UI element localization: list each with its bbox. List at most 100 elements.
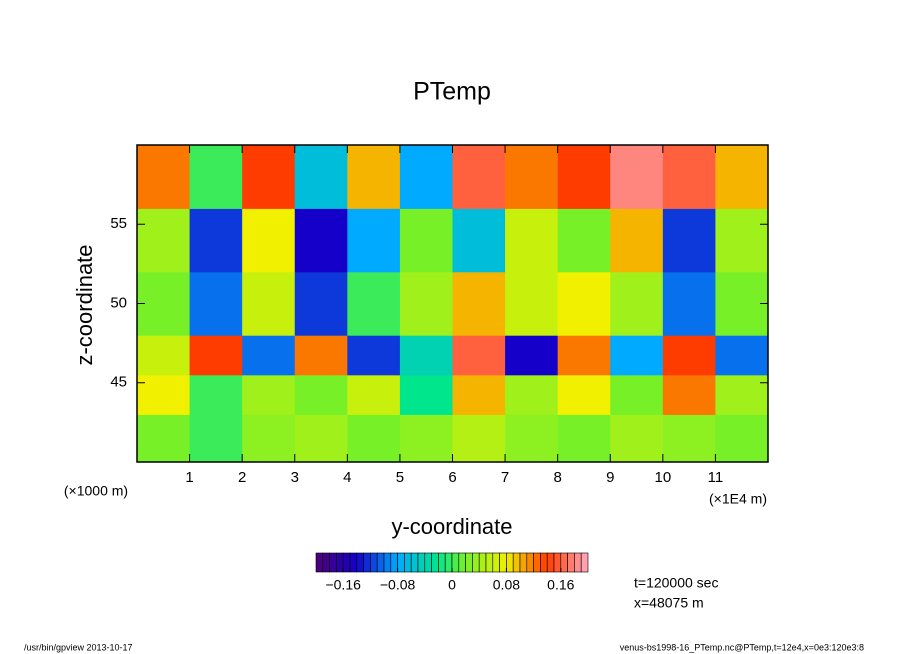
heatmap-cell xyxy=(242,374,296,415)
footer: venus-bs1998-16_PTemp.nc@PTemp,t=12e4,x=… xyxy=(620,642,864,652)
heatmap-cell xyxy=(557,271,611,336)
colorbar-tick-label: 0.16 xyxy=(547,577,574,593)
heatmap-cell xyxy=(610,145,664,209)
heatmap-cell xyxy=(715,271,769,336)
heatmap-cell xyxy=(557,414,611,463)
heatmap-cell xyxy=(399,208,453,273)
colorbar-swatch xyxy=(472,552,480,573)
annotation: t=120000 sec xyxy=(634,575,718,591)
heatmap-cell xyxy=(347,208,401,273)
heatmap-cell xyxy=(189,145,243,209)
x-tick-label: 9 xyxy=(606,469,614,486)
heatmap-cell xyxy=(505,208,559,273)
heatmap-cell xyxy=(347,271,401,336)
heatmap-cell xyxy=(242,335,296,376)
heatmap-cell xyxy=(610,414,664,463)
colorbar-swatch xyxy=(376,552,385,573)
heatmap-cell xyxy=(557,208,611,273)
x-tick-label: 8 xyxy=(553,469,561,486)
heatmap-cell xyxy=(347,414,401,463)
heatmap-cell xyxy=(452,145,506,209)
x-tick-label: 6 xyxy=(448,469,456,486)
heatmap-cell xyxy=(399,414,453,463)
x-tick-label: 3 xyxy=(291,469,299,486)
x-tick-label: 1 xyxy=(185,469,193,486)
colorbar-swatch xyxy=(336,552,344,573)
colorbar-swatch xyxy=(553,552,562,573)
heatmap-cell xyxy=(662,414,716,463)
heatmap-cell xyxy=(452,374,506,415)
heatmap-cell xyxy=(242,208,296,273)
x-axis-label: y-coordinate xyxy=(391,514,512,539)
chart-title: PTemp xyxy=(413,78,491,106)
heatmap-cell xyxy=(557,335,611,376)
heatmap-cell xyxy=(505,374,559,415)
colorbar-swatch xyxy=(356,552,364,573)
colorbar-swatch xyxy=(485,552,494,573)
colorbar-swatch xyxy=(567,552,575,573)
heatmap-cell xyxy=(399,335,453,376)
heatmap-cell xyxy=(189,208,243,273)
colorbar-swatch xyxy=(349,552,358,573)
colorbar-swatch xyxy=(506,552,514,573)
heatmap-cell xyxy=(399,374,453,415)
heatmap-cell xyxy=(557,374,611,415)
heatmap-cell xyxy=(294,145,348,209)
heatmap-cell xyxy=(662,374,716,415)
heatmap-cell xyxy=(189,271,243,336)
x-tick-label: 7 xyxy=(501,469,509,486)
colorbar-swatch xyxy=(465,552,473,573)
heatmap-cell xyxy=(662,208,716,273)
x-tick-label: 4 xyxy=(343,469,351,486)
x-axis-unit: (×1E4 m) xyxy=(709,491,767,507)
colorbar-tick-label: −0.16 xyxy=(325,577,361,593)
colorbar-swatch xyxy=(492,552,500,573)
colorbar-swatch xyxy=(526,552,534,573)
heatmap-cell xyxy=(347,374,401,415)
heatmap-cell xyxy=(505,145,559,209)
colorbar-swatch xyxy=(546,552,555,573)
heatmap-cell xyxy=(715,145,769,209)
heatmap-cell xyxy=(610,374,664,415)
colorbar-swatch xyxy=(417,552,426,573)
colorbar-swatch xyxy=(458,552,466,573)
heatmap-cell xyxy=(610,271,664,336)
colorbar-swatch xyxy=(574,552,582,573)
heatmap-cell xyxy=(189,414,243,463)
heatmap-cell xyxy=(505,335,559,376)
colorbar-swatch xyxy=(540,552,548,573)
heatmap-cell xyxy=(399,271,453,336)
heatmap-cell xyxy=(137,271,191,336)
heatmap-cell xyxy=(137,208,191,273)
colorbar-swatch xyxy=(370,552,378,573)
heatmap-cell xyxy=(294,414,348,463)
heatmap-cell xyxy=(242,414,296,463)
heatmap-cell xyxy=(137,145,191,209)
colorbar-swatch xyxy=(560,552,568,573)
heatmap-cell xyxy=(715,335,769,376)
colorbar-swatch xyxy=(404,552,412,573)
y-axis-label: z-coordinate xyxy=(72,244,97,365)
heatmap-cell xyxy=(715,414,769,463)
colorbar-tick-label: 0 xyxy=(448,577,456,593)
colorbar-swatch xyxy=(322,552,330,573)
colorbar-swatch xyxy=(580,552,589,573)
colorbar-swatch xyxy=(363,552,371,573)
colorbar-swatch xyxy=(533,552,541,573)
colorbar-swatch xyxy=(431,552,439,573)
y-tick-label: 45 xyxy=(110,374,127,391)
colorbar-swatch xyxy=(438,552,446,573)
colorbar-swatch xyxy=(315,552,324,573)
x-tick-label: 11 xyxy=(708,469,724,486)
heatmap-cell xyxy=(452,335,506,376)
x-tick-label: 10 xyxy=(654,469,671,486)
heatmap-cell xyxy=(137,335,191,376)
heatmap-cell xyxy=(294,208,348,273)
footer: /usr/bin/gpview 2013-10-17 xyxy=(24,642,133,652)
heatmap-cell xyxy=(294,271,348,336)
heatmap-cell xyxy=(294,335,348,376)
heatmap-cell xyxy=(452,208,506,273)
colorbar-tick-label: −0.08 xyxy=(380,577,416,593)
heatmap-cell xyxy=(715,208,769,273)
